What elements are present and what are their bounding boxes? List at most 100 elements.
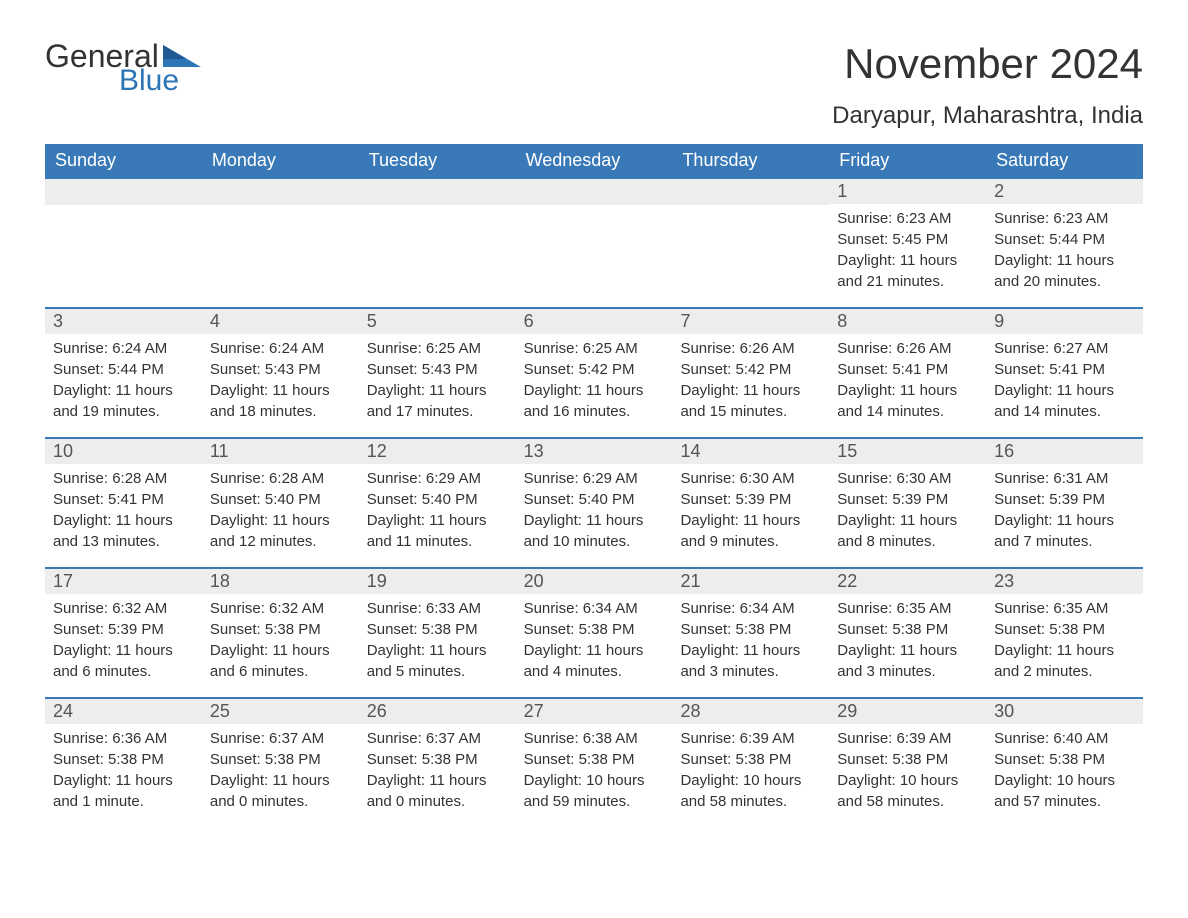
day-number: 11	[202, 439, 359, 464]
sunrise-line: Sunrise: 6:33 AM	[367, 598, 508, 619]
day-header: Tuesday	[359, 144, 516, 177]
day-number: 14	[672, 439, 829, 464]
daylight-line: Daylight: 11 hours and 6 minutes.	[53, 640, 194, 682]
day-details: Sunrise: 6:35 AMSunset: 5:38 PMDaylight:…	[829, 594, 986, 690]
daylight-line: Daylight: 11 hours and 21 minutes.	[837, 250, 978, 292]
daylight-line: Daylight: 11 hours and 0 minutes.	[210, 770, 351, 812]
day-cell: 15Sunrise: 6:30 AMSunset: 5:39 PMDayligh…	[829, 439, 986, 567]
day-details: Sunrise: 6:40 AMSunset: 5:38 PMDaylight:…	[986, 724, 1143, 820]
sunset-line: Sunset: 5:38 PM	[367, 619, 508, 640]
sunset-line: Sunset: 5:43 PM	[210, 359, 351, 380]
sunrise-line: Sunrise: 6:26 AM	[837, 338, 978, 359]
sunrise-line: Sunrise: 6:35 AM	[837, 598, 978, 619]
sunrise-line: Sunrise: 6:34 AM	[524, 598, 665, 619]
daylight-line: Daylight: 11 hours and 0 minutes.	[367, 770, 508, 812]
sunset-line: Sunset: 5:38 PM	[524, 749, 665, 770]
day-details: Sunrise: 6:28 AMSunset: 5:40 PMDaylight:…	[202, 464, 359, 560]
day-cell: 27Sunrise: 6:38 AMSunset: 5:38 PMDayligh…	[516, 699, 673, 827]
daylight-line: Daylight: 11 hours and 11 minutes.	[367, 510, 508, 552]
daylight-line: Daylight: 11 hours and 16 minutes.	[524, 380, 665, 422]
sunset-line: Sunset: 5:38 PM	[837, 619, 978, 640]
day-number: 30	[986, 699, 1143, 724]
day-cell: 23Sunrise: 6:35 AMSunset: 5:38 PMDayligh…	[986, 569, 1143, 697]
day-details: Sunrise: 6:34 AMSunset: 5:38 PMDaylight:…	[672, 594, 829, 690]
sunrise-line: Sunrise: 6:37 AM	[210, 728, 351, 749]
day-cell: 22Sunrise: 6:35 AMSunset: 5:38 PMDayligh…	[829, 569, 986, 697]
sunrise-line: Sunrise: 6:26 AM	[680, 338, 821, 359]
daylight-line: Daylight: 11 hours and 14 minutes.	[994, 380, 1135, 422]
day-number: 27	[516, 699, 673, 724]
sunset-line: Sunset: 5:38 PM	[680, 619, 821, 640]
day-cell: 28Sunrise: 6:39 AMSunset: 5:38 PMDayligh…	[672, 699, 829, 827]
sunrise-line: Sunrise: 6:36 AM	[53, 728, 194, 749]
daylight-line: Daylight: 11 hours and 5 minutes.	[367, 640, 508, 682]
day-details: Sunrise: 6:39 AMSunset: 5:38 PMDaylight:…	[829, 724, 986, 820]
sunrise-line: Sunrise: 6:23 AM	[994, 208, 1135, 229]
day-cell: 13Sunrise: 6:29 AMSunset: 5:40 PMDayligh…	[516, 439, 673, 567]
daylight-line: Daylight: 11 hours and 14 minutes.	[837, 380, 978, 422]
day-details: Sunrise: 6:35 AMSunset: 5:38 PMDaylight:…	[986, 594, 1143, 690]
sunrise-line: Sunrise: 6:35 AM	[994, 598, 1135, 619]
day-details: Sunrise: 6:27 AMSunset: 5:41 PMDaylight:…	[986, 334, 1143, 430]
day-cell	[672, 179, 829, 307]
week-row: 10Sunrise: 6:28 AMSunset: 5:41 PMDayligh…	[45, 437, 1143, 567]
sunset-line: Sunset: 5:38 PM	[53, 749, 194, 770]
day-details: Sunrise: 6:30 AMSunset: 5:39 PMDaylight:…	[672, 464, 829, 560]
day-header: Friday	[829, 144, 986, 177]
day-details: Sunrise: 6:37 AMSunset: 5:38 PMDaylight:…	[359, 724, 516, 820]
day-details: Sunrise: 6:26 AMSunset: 5:42 PMDaylight:…	[672, 334, 829, 430]
sunset-line: Sunset: 5:38 PM	[837, 749, 978, 770]
sunset-line: Sunset: 5:38 PM	[210, 749, 351, 770]
empty-day-header	[45, 179, 202, 205]
daylight-line: Daylight: 11 hours and 19 minutes.	[53, 380, 194, 422]
daylight-line: Daylight: 11 hours and 3 minutes.	[680, 640, 821, 682]
sunrise-line: Sunrise: 6:32 AM	[210, 598, 351, 619]
logo-word-blue: Blue	[119, 66, 201, 96]
sunset-line: Sunset: 5:42 PM	[680, 359, 821, 380]
daylight-line: Daylight: 11 hours and 18 minutes.	[210, 380, 351, 422]
day-cell: 16Sunrise: 6:31 AMSunset: 5:39 PMDayligh…	[986, 439, 1143, 567]
day-cell: 9Sunrise: 6:27 AMSunset: 5:41 PMDaylight…	[986, 309, 1143, 437]
day-number: 21	[672, 569, 829, 594]
day-details: Sunrise: 6:37 AMSunset: 5:38 PMDaylight:…	[202, 724, 359, 820]
day-cell: 17Sunrise: 6:32 AMSunset: 5:39 PMDayligh…	[45, 569, 202, 697]
day-cell: 24 Sunrise: 6:36 AMSunset: 5:38 PMDayligh…	[45, 699, 202, 827]
daylight-line: Daylight: 11 hours and 20 minutes.	[994, 250, 1135, 292]
sunset-line: Sunset: 5:38 PM	[524, 619, 665, 640]
day-details: Sunrise: 6:24 AMSunset: 5:43 PMDaylight:…	[202, 334, 359, 430]
sunrise-line: Sunrise: 6:29 AM	[367, 468, 508, 489]
logo: General Blue	[45, 40, 201, 96]
day-number: 23	[986, 569, 1143, 594]
sunset-line: Sunset: 5:39 PM	[994, 489, 1135, 510]
day-number: 19	[359, 569, 516, 594]
sunset-line: Sunset: 5:40 PM	[210, 489, 351, 510]
daylight-line: Daylight: 11 hours and 1 minute.	[53, 770, 194, 812]
day-number: 24	[45, 699, 202, 724]
day-details: Sunrise: 6:26 AMSunset: 5:41 PMDaylight:…	[829, 334, 986, 430]
day-cell: 3Sunrise: 6:24 AMSunset: 5:44 PMDaylight…	[45, 309, 202, 437]
day-cell: 29Sunrise: 6:39 AMSunset: 5:38 PMDayligh…	[829, 699, 986, 827]
week-row: 17Sunrise: 6:32 AMSunset: 5:39 PMDayligh…	[45, 567, 1143, 697]
daylight-line: Daylight: 11 hours and 17 minutes.	[367, 380, 508, 422]
day-number: 1	[829, 179, 986, 204]
sunrise-line: Sunrise: 6:34 AM	[680, 598, 821, 619]
sunrise-line: Sunrise: 6:23 AM	[837, 208, 978, 229]
sunset-line: Sunset: 5:41 PM	[53, 489, 194, 510]
sunset-line: Sunset: 5:40 PM	[524, 489, 665, 510]
sunrise-line: Sunrise: 6:39 AM	[680, 728, 821, 749]
week-row: 1Sunrise: 6:23 AMSunset: 5:45 PMDaylight…	[45, 177, 1143, 307]
sunrise-line: Sunrise: 6:39 AM	[837, 728, 978, 749]
day-details: Sunrise: 6:34 AMSunset: 5:38 PMDaylight:…	[516, 594, 673, 690]
day-cell: 8Sunrise: 6:26 AMSunset: 5:41 PMDaylight…	[829, 309, 986, 437]
daylight-line: Daylight: 11 hours and 12 minutes.	[210, 510, 351, 552]
day-details: Sunrise: 6:25 AMSunset: 5:42 PMDaylight:…	[516, 334, 673, 430]
day-number: 12	[359, 439, 516, 464]
day-details: Sunrise: 6:29 AMSunset: 5:40 PMDaylight:…	[359, 464, 516, 560]
sunset-line: Sunset: 5:39 PM	[53, 619, 194, 640]
sunrise-line: Sunrise: 6:37 AM	[367, 728, 508, 749]
day-number: 25	[202, 699, 359, 724]
day-details: Sunrise: 6:39 AMSunset: 5:38 PMDaylight:…	[672, 724, 829, 820]
sunset-line: Sunset: 5:40 PM	[367, 489, 508, 510]
daylight-line: Daylight: 11 hours and 10 minutes.	[524, 510, 665, 552]
page-title: November 2024	[844, 40, 1143, 88]
